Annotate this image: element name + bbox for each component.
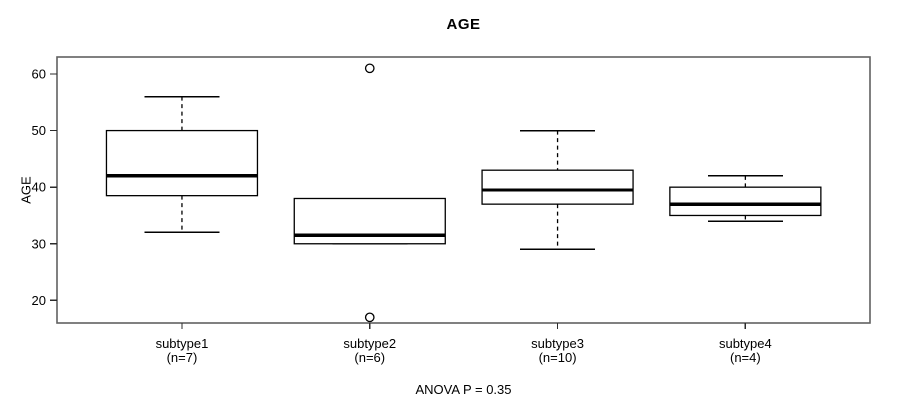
y-tick-label: 20 (32, 293, 46, 308)
y-tick-label: 60 (32, 66, 46, 81)
chart-title: AGE (446, 16, 481, 33)
y-tick-label: 40 (32, 180, 46, 195)
iqr-box (105, 129, 259, 197)
y-tick-label: 30 (32, 236, 46, 251)
outlier-point (364, 312, 375, 323)
plot-frame (56, 56, 871, 324)
iqr-box (669, 186, 822, 217)
iqr-box (481, 169, 634, 205)
y-tick-label: 50 (32, 123, 46, 138)
anova-annotation: ANOVA P = 0.35 (415, 382, 512, 397)
outlier-point (364, 63, 375, 74)
